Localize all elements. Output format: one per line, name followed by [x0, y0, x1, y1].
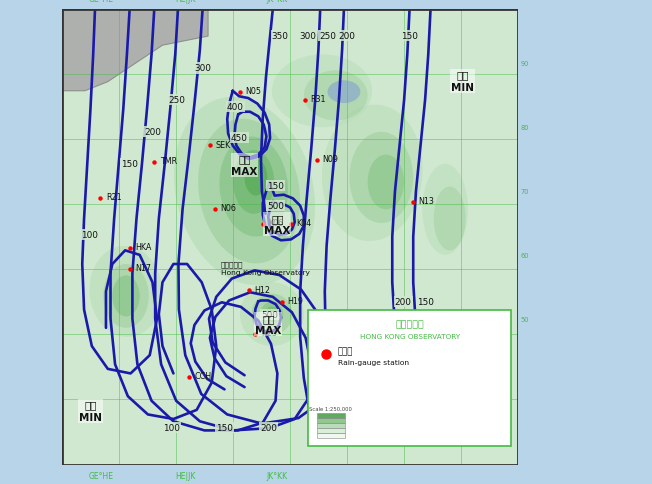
Text: H23: H23: [261, 329, 277, 338]
Text: 70: 70: [520, 189, 529, 195]
Text: 香港天文台: 香港天文台: [396, 320, 424, 329]
Text: 200: 200: [394, 325, 411, 333]
Text: 100: 100: [81, 230, 98, 240]
Text: R31: R31: [310, 95, 326, 104]
Text: 200: 200: [400, 423, 417, 432]
Text: GE°HE: GE°HE: [89, 0, 113, 4]
Text: 200: 200: [394, 297, 411, 306]
Text: 150: 150: [401, 31, 418, 41]
Ellipse shape: [103, 264, 149, 328]
Text: CCH: CCH: [194, 371, 211, 380]
Text: 香港天文台
Hong Kong Observatory: 香港天文台 Hong Kong Observatory: [221, 261, 310, 275]
Text: HONG KONG OBSERVATORY: HONG KONG OBSERVATORY: [360, 333, 460, 340]
Ellipse shape: [261, 302, 284, 327]
Text: 250: 250: [169, 96, 186, 105]
Ellipse shape: [112, 276, 140, 317]
Bar: [317, 433, 345, 438]
Text: HE|JK: HE|JK: [175, 471, 196, 480]
Ellipse shape: [304, 71, 368, 121]
Bar: [317, 428, 345, 433]
Text: 300: 300: [194, 64, 211, 73]
Text: 200: 200: [144, 128, 161, 137]
Text: 50: 50: [520, 316, 529, 322]
FancyBboxPatch shape: [308, 310, 511, 446]
Bar: [317, 413, 345, 418]
Text: 最高
MAX: 最高 MAX: [255, 313, 282, 336]
Text: K04: K04: [297, 219, 312, 227]
Ellipse shape: [272, 55, 372, 128]
Ellipse shape: [89, 246, 162, 337]
Text: 400: 400: [227, 103, 244, 111]
Text: Rain-gauge station: Rain-gauge station: [338, 359, 409, 365]
Text: N06: N06: [220, 204, 236, 213]
Text: 500: 500: [267, 202, 284, 211]
Polygon shape: [62, 10, 208, 91]
Text: N05: N05: [245, 87, 261, 96]
Text: N13: N13: [419, 197, 435, 206]
Ellipse shape: [219, 137, 288, 237]
Ellipse shape: [422, 165, 468, 256]
Text: 60: 60: [520, 252, 529, 258]
Text: JK°KK: JK°KK: [266, 471, 287, 480]
Ellipse shape: [198, 120, 300, 264]
Text: 150: 150: [417, 297, 434, 306]
Text: 雨量站: 雨量站: [338, 347, 353, 355]
Ellipse shape: [174, 98, 315, 286]
Text: 450: 450: [231, 134, 248, 142]
Bar: [317, 418, 345, 423]
Text: 最高
MAX: 最高 MAX: [264, 213, 291, 236]
Text: 80: 80: [520, 125, 529, 131]
Text: 250: 250: [319, 31, 336, 41]
Text: TMR: TMR: [160, 157, 177, 166]
Text: 150: 150: [417, 325, 434, 333]
Text: 90: 90: [520, 61, 529, 67]
Text: HKA: HKA: [135, 242, 151, 251]
Text: R21: R21: [106, 193, 121, 202]
Text: 500: 500: [261, 310, 278, 319]
Text: 150: 150: [267, 182, 284, 191]
Ellipse shape: [252, 294, 292, 335]
Text: 150: 150: [216, 423, 233, 432]
Text: 最低
MIN: 最低 MIN: [79, 400, 102, 422]
Text: HE|JK: HE|JK: [175, 0, 196, 4]
Text: 200: 200: [338, 31, 355, 41]
Text: K06: K06: [268, 219, 284, 227]
Bar: [317, 423, 345, 428]
Text: SEK: SEK: [216, 140, 231, 149]
Text: 300: 300: [299, 31, 316, 41]
Ellipse shape: [349, 133, 413, 224]
Text: 350: 350: [272, 31, 289, 41]
Text: JK°KK: JK°KK: [266, 0, 287, 4]
Text: 最高
MAX: 最高 MAX: [231, 154, 258, 177]
Ellipse shape: [240, 283, 304, 347]
Text: GE°HE: GE°HE: [89, 471, 113, 480]
Text: H19: H19: [288, 297, 303, 306]
Ellipse shape: [327, 81, 361, 104]
Text: 200: 200: [259, 423, 276, 432]
Text: N09: N09: [322, 155, 338, 164]
Ellipse shape: [434, 187, 466, 251]
Text: N17: N17: [135, 263, 151, 272]
Text: 150: 150: [121, 160, 138, 169]
Text: 100: 100: [163, 423, 180, 432]
Text: 最低
MIN: 最低 MIN: [451, 70, 474, 93]
Text: H12: H12: [254, 285, 271, 294]
Ellipse shape: [244, 160, 267, 196]
Ellipse shape: [322, 106, 422, 242]
Text: Scale 1:250,000: Scale 1:250,000: [309, 406, 352, 410]
Ellipse shape: [265, 307, 279, 322]
Text: 200: 200: [348, 423, 365, 432]
Ellipse shape: [233, 151, 274, 214]
Ellipse shape: [368, 155, 404, 210]
